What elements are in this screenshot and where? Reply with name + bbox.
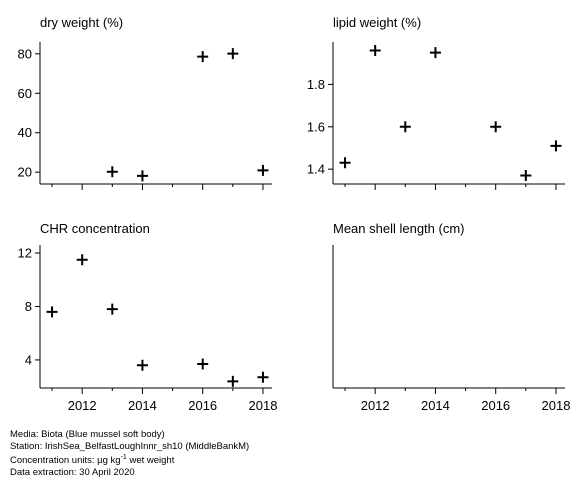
data-point [136,359,148,371]
caption: Media: Biota (Blue mussel soft body) Sta… [10,429,249,478]
data-point [369,44,381,56]
data-point [106,303,118,315]
y-tick-label: 1.4 [307,162,325,177]
data-point [106,166,118,178]
panel-dry-weight: dry weight (%) 20 40 60 80 [18,15,272,190]
caption-station: Station: IrishSea_BelfastLoughInnr_sh10 … [10,440,250,452]
data-point [46,306,58,318]
data-point [257,164,269,176]
x-tick-label: 2016 [188,398,217,413]
panel-title: Mean shell length (cm) [333,221,465,236]
panel-mean-shell-length: Mean shell length (cm) 2012 2014 2016 2018 [332,221,571,413]
y-tick-label: 80 [18,46,32,61]
x-tick-label: 2018 [542,398,571,413]
y-tick-label: 8 [25,299,32,314]
data-point [550,140,562,152]
x-tick-label: 2014 [421,398,450,413]
data-point [136,170,148,182]
data-point [227,375,239,387]
caption-units-suffix: wet weight [126,455,175,467]
data-point [429,47,441,59]
caption-units-exponent: -1 [120,454,127,461]
data-point [399,121,411,133]
x-tick-label: 2014 [128,398,157,413]
y-tick-label: 1.8 [307,77,325,92]
y-tick-label: 1.6 [307,119,325,134]
x-tick-label: 2012 [68,398,97,413]
panel-lipid-weight: lipid weight (%) 1.4 1.6 1.8 [307,15,565,190]
panel-title: dry weight (%) [40,15,123,30]
y-tick-label: 12 [18,246,32,261]
data-point [520,170,532,182]
data-point [490,121,502,133]
y-tick-label: 4 [25,352,32,367]
caption-units: Concentration units: µg kg-1 wet weight [10,452,249,467]
data-point [197,51,209,63]
data-point [227,48,239,60]
caption-media: Media: Biota (Blue mussel soft body) [10,429,165,440]
data-point [197,358,209,370]
x-tick-label: 2012 [361,398,390,413]
data-point [257,371,269,383]
y-tick-label: 20 [18,165,32,180]
panel-title: CHR concentration [40,221,150,236]
caption-extraction: Data extraction: 30 April 2020 [10,466,135,478]
x-tick-label: 2018 [249,398,278,413]
caption-units-prefix: Concentration units: µg kg [10,455,121,467]
panel-title: lipid weight (%) [333,15,421,30]
x-tick-label: 2016 [481,398,510,413]
panel-chr-concentration: CHR concentration 4 8 12 2012 2014 2016 2018 [18,221,278,413]
y-tick-label: 40 [18,125,32,140]
data-point [76,254,88,266]
data-point [339,157,351,169]
y-tick-label: 60 [18,86,32,101]
